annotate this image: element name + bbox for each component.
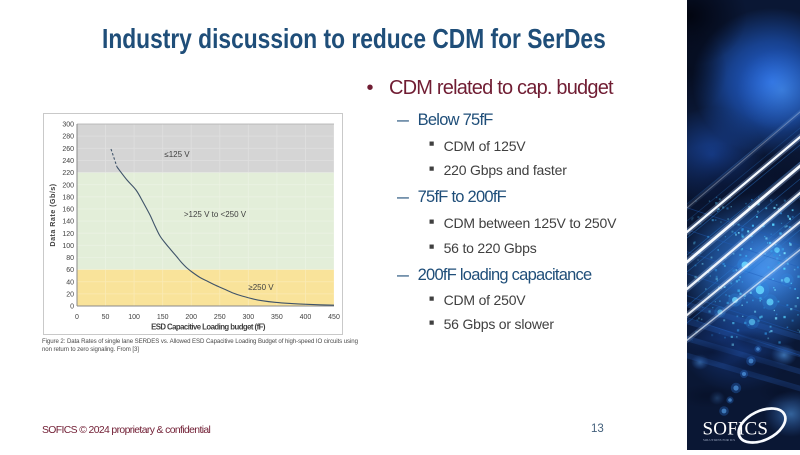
svg-text:40: 40 [66, 279, 74, 286]
svg-text:160: 160 [62, 207, 74, 214]
svg-text:240: 240 [62, 158, 74, 165]
svg-text:>125 V to <250 V: >125 V to <250 V [184, 210, 247, 219]
svg-text:220: 220 [62, 170, 74, 177]
svg-text:80: 80 [66, 255, 74, 262]
svg-text:0: 0 [75, 314, 79, 321]
svg-text:200: 200 [62, 182, 74, 189]
svg-text:0: 0 [70, 304, 74, 311]
svg-text:100: 100 [128, 314, 140, 321]
svg-text:200: 200 [185, 314, 197, 321]
svg-text:ESD Capacitive Loading budget: ESD Capacitive Loading budget (fF) [151, 323, 266, 332]
svg-text:60: 60 [66, 267, 74, 274]
svg-text:≥250 V: ≥250 V [248, 283, 274, 292]
svg-text:SOLUTIONS FOR ICS: SOLUTIONS FOR ICS [703, 438, 735, 442]
svg-text:300: 300 [62, 122, 74, 129]
svg-text:100: 100 [62, 243, 74, 250]
svg-text:260: 260 [62, 146, 74, 153]
svg-text:150: 150 [157, 314, 169, 321]
svg-text:≤125 V: ≤125 V [164, 150, 190, 159]
svg-text:180: 180 [62, 194, 74, 201]
svg-text:50: 50 [102, 314, 110, 321]
svg-text:120: 120 [62, 231, 74, 238]
svg-text:300: 300 [242, 314, 254, 321]
svg-text:250: 250 [214, 314, 226, 321]
svg-text:280: 280 [62, 134, 74, 141]
svg-text:140: 140 [62, 219, 74, 226]
svg-text:400: 400 [300, 314, 312, 321]
svg-text:20: 20 [66, 291, 74, 298]
svg-text:450: 450 [328, 314, 340, 321]
svg-text:Data Rate (Gb/s): Data Rate (Gb/s) [48, 183, 57, 246]
svg-text:350: 350 [271, 314, 283, 321]
svg-text:SOFICS: SOFICS [703, 419, 769, 440]
